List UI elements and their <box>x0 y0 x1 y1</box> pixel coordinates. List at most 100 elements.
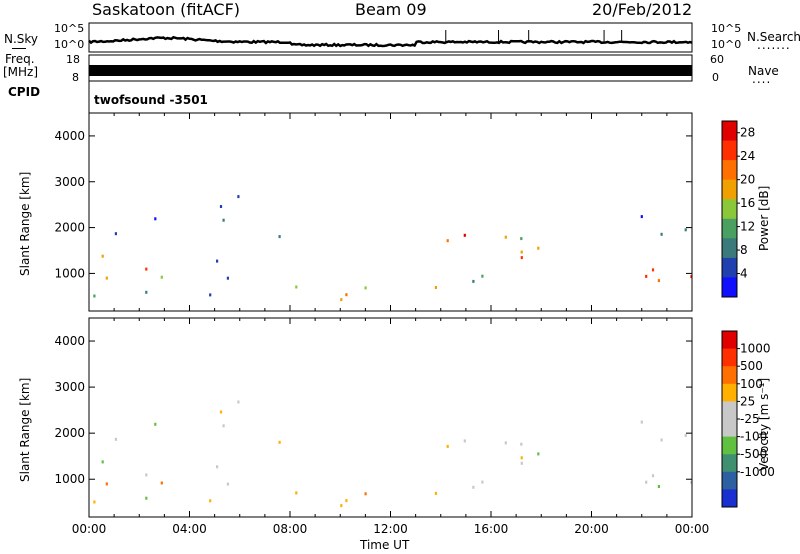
p1-ytick-label-2: 3000 <box>54 380 85 394</box>
velocity-cell-7 <box>101 460 104 464</box>
power-cell-48 <box>657 279 660 283</box>
cbar1-swatch-1 <box>722 348 737 367</box>
nsky-label: N.Sky <box>4 32 39 46</box>
cbar1-swatch-8 <box>722 471 737 490</box>
velocity-cell-25 <box>209 499 212 503</box>
xtick-label-0: 00:00 <box>72 522 107 536</box>
velocity-cell-63 <box>481 480 484 484</box>
power-colorbar-label: Power [dB] <box>757 185 771 251</box>
nsearch-tick-bottom: 10^0 <box>711 38 742 51</box>
nave-tick-bottom: 0 <box>712 71 719 84</box>
power-cell-40 <box>520 256 523 260</box>
cbar1-label-5: -100 <box>740 430 767 444</box>
beam-title: Beam 09 <box>355 0 427 19</box>
power-cell-18 <box>237 195 240 199</box>
cbar1-label-0: 1000 <box>740 342 771 356</box>
cbar1-swatch-2 <box>722 366 737 385</box>
power-panel-frame <box>88 112 693 312</box>
nsearch-dots: ....... <box>757 38 791 52</box>
power-cell-60 <box>520 237 523 241</box>
cbar0-label-2: 12 <box>740 220 755 234</box>
velocity-cell-69 <box>463 439 466 443</box>
cbar0-swatch-4 <box>722 199 737 220</box>
nsky-underline <box>12 48 26 49</box>
cbar0-swatch-0 <box>722 121 737 142</box>
velocity-cell-29 <box>216 465 219 469</box>
cbar0-swatch-2 <box>722 160 737 181</box>
power-panel-data <box>93 195 693 302</box>
cbar0-swatch-1 <box>722 140 737 161</box>
cbar1-label-1: 500 <box>740 359 763 373</box>
nsearch-label: N.Search <box>747 30 800 44</box>
xaxis-label: Time UT <box>360 538 410 552</box>
power-cell-58 <box>504 235 507 239</box>
cbar0-label-4: 20 <box>740 173 755 187</box>
cbar0-label-6: 28 <box>740 126 755 140</box>
velocity-colorbar-label: Velocity [m s⁻¹] <box>757 377 771 471</box>
cbar0-label-3: 16 <box>740 196 755 210</box>
velocity-cell-33 <box>434 491 437 495</box>
power-cell-8 <box>105 276 108 280</box>
velocity-cell-67 <box>472 485 475 489</box>
velocity-cell-13 <box>145 496 148 500</box>
nave-dots: .... <box>752 72 772 86</box>
velocity-ylabel: Slant Range [km] <box>18 377 32 482</box>
freq-label-1: Freq. <box>5 52 35 66</box>
date-title: 20/Feb/2012 <box>592 0 693 19</box>
power-cell-16 <box>222 218 225 222</box>
power-cell-70 <box>651 268 655 272</box>
power-cell-66 <box>472 279 475 283</box>
cbar0-swatch-3 <box>722 179 737 200</box>
velocity-cell-53 <box>446 444 449 448</box>
station-title: Saskatoon (fitACF) <box>92 0 241 19</box>
power-cell-0 <box>114 232 117 236</box>
cbar1-label-4: -25 <box>740 412 760 426</box>
velocity-cell-57 <box>537 452 540 456</box>
p1-ytick-label-0: 1000 <box>54 472 85 486</box>
nsky-trace <box>88 30 693 48</box>
power-cell-62 <box>481 274 484 278</box>
power-cell-14 <box>93 294 96 298</box>
power-cell-36 <box>345 293 348 297</box>
velocity-colorbar: 1000 500 100 25 -25 -100 -500 -1000 <box>721 330 775 508</box>
cpid-value: twofsound -3501 <box>94 93 208 107</box>
nsky-line <box>88 35 693 48</box>
cbar0-swatch-7 <box>722 257 737 278</box>
velocity-cell-47 <box>684 433 687 437</box>
cbar0-swatch-6 <box>722 238 737 259</box>
xtick-label-6: 00:00 <box>675 522 710 536</box>
velocity-cell-15 <box>93 500 96 504</box>
power-cell-12 <box>145 290 148 294</box>
freq-label-2: [MHz] <box>3 65 39 79</box>
xtick-label-4: 16:00 <box>474 522 509 536</box>
power-cell-44 <box>520 250 523 254</box>
freq-tick-bottom: 8 <box>72 71 79 84</box>
velocity-cell-3 <box>145 473 148 477</box>
cbar0-label-1: 8 <box>740 243 748 257</box>
power-cell-56 <box>537 246 540 250</box>
cbar1-swatch-9 <box>722 489 737 508</box>
velocity-cell-41 <box>520 461 523 465</box>
power-cell-46 <box>684 228 687 232</box>
cbar1-label-2: 100 <box>740 377 763 391</box>
freq-band <box>89 65 692 76</box>
cbar1-swatch-0 <box>722 331 737 350</box>
velocity-cell-43 <box>690 480 693 484</box>
power-cell-30 <box>364 286 367 290</box>
power-cell-54 <box>645 274 648 278</box>
velocity-cell-65 <box>660 438 663 442</box>
velocity-cell-61 <box>520 442 523 446</box>
nsky-tick-bottom: 10^0 <box>54 38 85 51</box>
velocity-cell-1 <box>114 437 117 441</box>
xtick-label-1: 04:00 <box>172 522 207 536</box>
velocity-cell-23 <box>219 410 223 414</box>
velocity-cell-31 <box>364 492 367 496</box>
power-cell-24 <box>209 293 212 297</box>
cbar1-swatch-6 <box>722 436 737 455</box>
velocity-panel-data <box>93 400 693 508</box>
cbar0-swatch-8 <box>722 277 737 298</box>
power-cell-6 <box>101 254 104 258</box>
cbar1-swatch-5 <box>722 419 737 438</box>
power-colorbar: 4 8 12 16 20 24 28 <box>721 120 755 298</box>
